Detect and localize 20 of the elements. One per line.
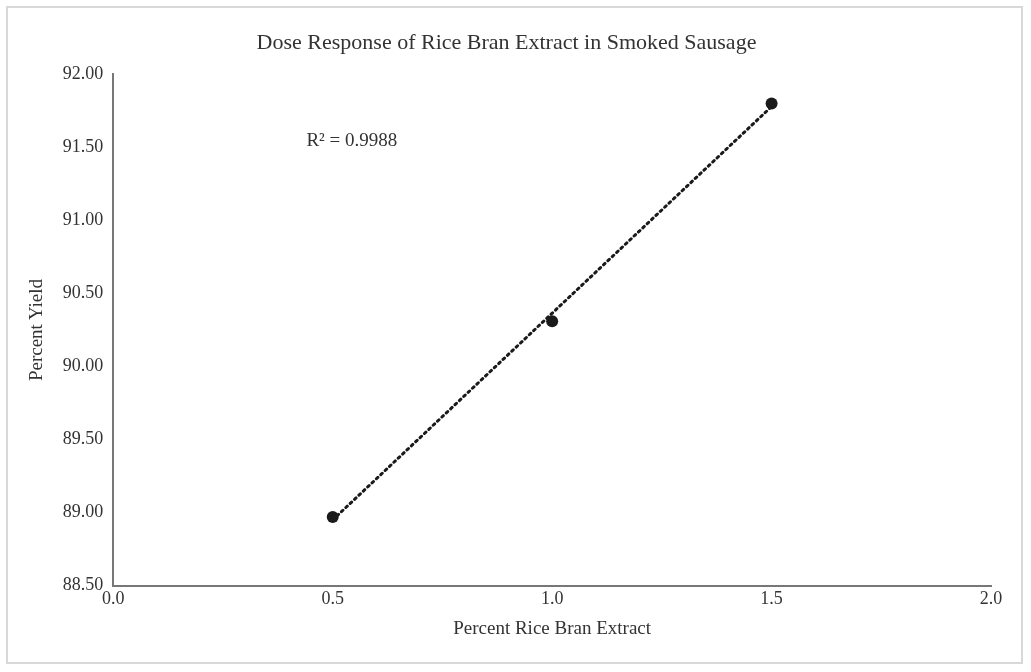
y-tick-label: 91.50 — [62, 136, 104, 157]
x-tick-label: 0.0 — [102, 588, 125, 609]
y-tick-label: 89.50 — [62, 428, 104, 449]
point — [765, 97, 778, 110]
point — [546, 315, 559, 328]
y-tick-label: 88.50 — [62, 574, 104, 595]
x-tick-label: 1.0 — [540, 588, 564, 609]
point — [326, 510, 339, 523]
x-tick-label: 2.0 — [979, 588, 1003, 609]
y-tick-label: 91.00 — [62, 209, 104, 230]
x-tick-label: 1.5 — [760, 588, 783, 609]
y-tick-label: 92.00 — [62, 63, 104, 84]
y-tick-label: 90.00 — [62, 355, 104, 376]
y-tick-label: 89.00 — [62, 501, 104, 522]
x-tick-label: 0.5 — [321, 588, 344, 609]
x-axis-title: Percent Rice Bran Extract — [453, 616, 652, 638]
y-axis-title: Percent Yield — [25, 278, 47, 382]
chart-title: Dose Response of Rice Bran Extract in Smoked Sausage — [256, 28, 757, 54]
annotation: R² = 0.9988 — [306, 128, 398, 150]
y-tick-label: 90.50 — [62, 282, 104, 303]
